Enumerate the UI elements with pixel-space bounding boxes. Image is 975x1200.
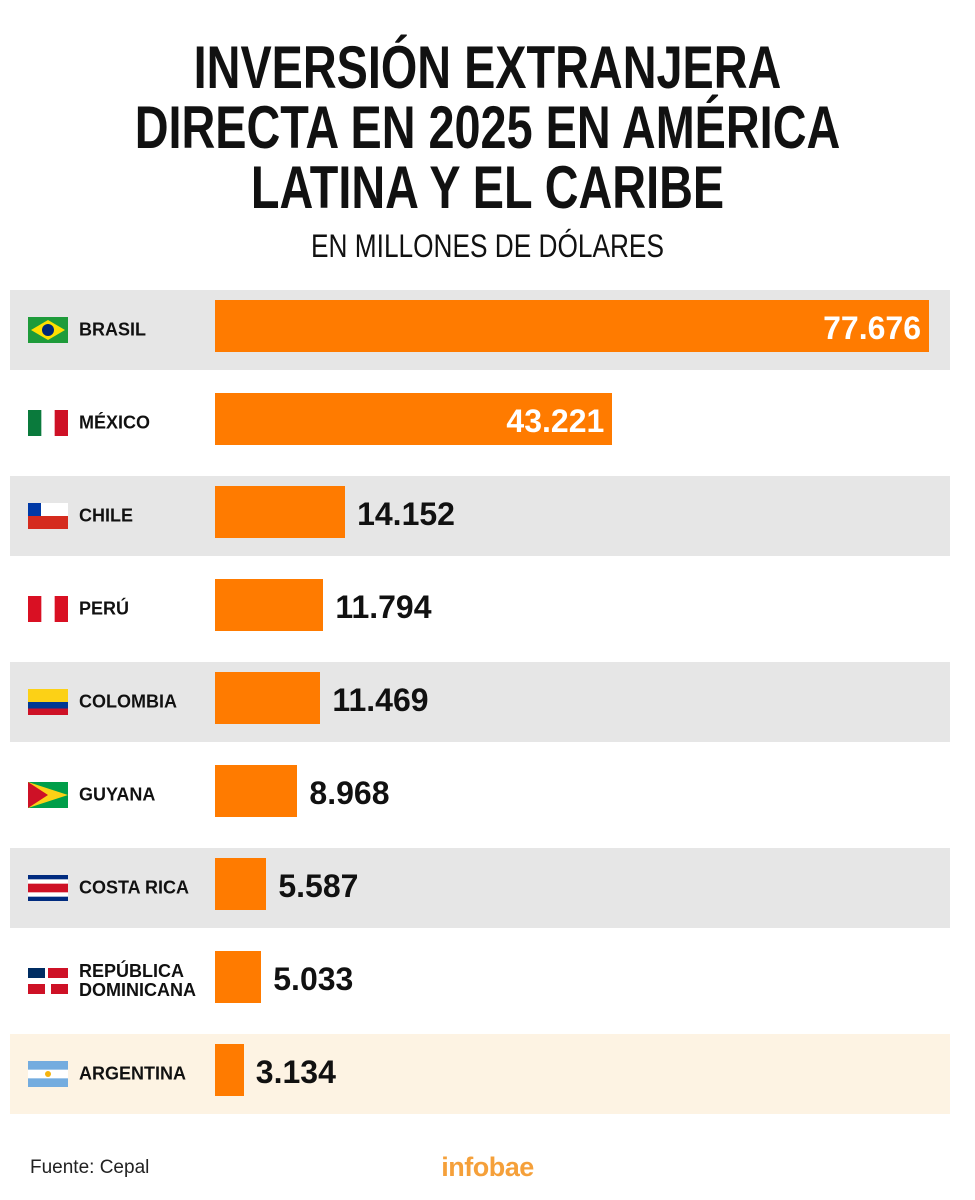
flag-stripe bbox=[28, 695, 68, 703]
flag-stripe bbox=[54, 410, 68, 436]
flag-stripe bbox=[41, 410, 56, 436]
value-label: 43.221 bbox=[506, 403, 605, 439]
category-label: BRASIL bbox=[79, 319, 146, 340]
flag-stripe bbox=[28, 888, 68, 893]
row: GUYANA 8.968 bbox=[10, 755, 950, 835]
flag-stripe bbox=[28, 892, 68, 898]
bar bbox=[215, 951, 262, 1003]
row: COSTA RICA 5.587 bbox=[10, 848, 950, 928]
subtitle: EN MILLONES DE DÓLARES bbox=[311, 228, 664, 264]
row: REPÚBLICA DOMINICANA 5.033 bbox=[10, 941, 950, 1021]
category-label: REPÚBLICA DOMINICANA bbox=[79, 961, 196, 1000]
flag-stripe bbox=[28, 708, 68, 715]
flag-icon bbox=[28, 689, 68, 715]
brand-logo: infobae bbox=[441, 1152, 534, 1182]
category-label: ARGENTINA bbox=[79, 1063, 186, 1084]
category-label: MÉXICO bbox=[79, 412, 151, 433]
bar bbox=[215, 858, 267, 910]
flag-icon bbox=[28, 410, 68, 436]
value-label: 77.676 bbox=[823, 310, 921, 346]
flag-shape bbox=[48, 968, 68, 978]
flag-stripe bbox=[28, 516, 68, 529]
flag-shape bbox=[42, 324, 54, 336]
category-label: PERÚ bbox=[79, 598, 130, 619]
flag-icon bbox=[28, 782, 68, 808]
source: Fuente: Cepal bbox=[30, 1157, 150, 1178]
flag-icon bbox=[28, 968, 68, 994]
title-line: INVERSIÓN EXTRANJERA bbox=[193, 34, 782, 101]
category-label: GUYANA bbox=[79, 784, 156, 805]
value-label: 8.968 bbox=[309, 775, 390, 811]
flag-icon bbox=[28, 503, 68, 529]
title-line: DIRECTA EN 2025 EN AMÉRICA bbox=[134, 94, 841, 161]
flag-icon bbox=[28, 1061, 68, 1087]
flag-stripe bbox=[54, 596, 68, 622]
bar bbox=[215, 672, 321, 724]
flag-shape bbox=[28, 503, 41, 516]
category-label: COSTA RICA bbox=[79, 877, 189, 898]
value-label: 11.469 bbox=[332, 682, 429, 718]
flag-stripe bbox=[28, 1061, 68, 1071]
flag-icon bbox=[28, 596, 68, 622]
bar bbox=[215, 765, 298, 817]
bar bbox=[215, 579, 324, 631]
bar bbox=[215, 393, 613, 445]
row: BRASIL 77.676 bbox=[10, 290, 950, 370]
row: PERÚ 11.794 bbox=[10, 569, 950, 649]
value-label: 5.033 bbox=[273, 961, 354, 997]
flag-stripe bbox=[28, 702, 68, 709]
flag-icon bbox=[28, 317, 68, 343]
flag-stripe bbox=[28, 596, 42, 622]
flag-stripe bbox=[28, 883, 68, 889]
title-line: LATINA Y EL CARIBE bbox=[250, 154, 725, 221]
flag-shape bbox=[45, 1071, 51, 1077]
flag-stripe bbox=[28, 875, 68, 880]
category-label: CHILE bbox=[79, 505, 133, 526]
flag-shape bbox=[28, 984, 45, 994]
value-label: 11.794 bbox=[335, 589, 432, 625]
category-label: COLOMBIA bbox=[79, 691, 177, 712]
flag-stripe bbox=[28, 879, 68, 885]
flag-stripe bbox=[28, 410, 42, 436]
flag-shape bbox=[28, 782, 48, 808]
flag-icon bbox=[28, 875, 68, 901]
flag-stripe bbox=[28, 896, 68, 901]
value-label: 14.152 bbox=[357, 496, 455, 532]
bar bbox=[215, 1044, 244, 1096]
row: MÉXICO 43.221 bbox=[10, 383, 950, 463]
value-label: 3.134 bbox=[255, 1054, 336, 1090]
bar bbox=[215, 486, 346, 538]
value-label: 5.587 bbox=[278, 868, 359, 904]
row: CHILE 14.152 bbox=[10, 476, 950, 556]
flag-stripe bbox=[28, 1078, 68, 1087]
flag-stripe bbox=[41, 596, 56, 622]
row: ARGENTINA 3.134 bbox=[10, 1034, 950, 1114]
flag-stripe bbox=[28, 689, 68, 696]
flag-shape bbox=[28, 978, 68, 984]
bar bbox=[215, 300, 929, 352]
row: COLOMBIA 11.469 bbox=[10, 662, 950, 742]
